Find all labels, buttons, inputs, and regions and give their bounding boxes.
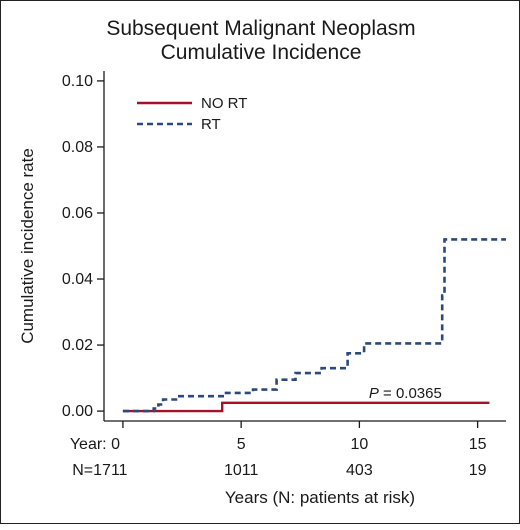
chart-title: Subsequent Malignant Neoplasm Cumulative…: [106, 17, 415, 64]
legend: NO RT RT: [137, 95, 247, 133]
p-value-text: = 0.0365: [379, 385, 442, 402]
series-line-rt: [122, 238, 506, 413]
y-tick-label: 0.02: [62, 337, 93, 354]
p-value-annotation: P = 0.0365: [369, 385, 442, 402]
y-tick-label: 0.00: [62, 403, 93, 420]
y-tick-label: 0.06: [62, 205, 93, 222]
series-line-no-rt: [122, 401, 490, 413]
x-axis-label: Years (N: patients at risk): [225, 488, 415, 507]
x-tick-label: 10: [350, 436, 368, 453]
series-lines: [122, 238, 506, 413]
p-value-symbol: P: [369, 385, 379, 402]
chart-title-line-1: Subsequent Malignant Neoplasm: [106, 17, 415, 40]
y-tick-label: 0.04: [62, 271, 93, 288]
legend-label: NO RT: [201, 95, 247, 112]
at-risk-count: 19: [469, 462, 487, 479]
at-risk-row: N=1711 1011 403 19: [72, 462, 486, 479]
y-axis-label: Cumulative incidence rate: [18, 148, 37, 344]
y-tick-label: 0.10: [62, 73, 93, 90]
axes: [103, 71, 506, 422]
y-axis-ticks: 0.00 0.02 0.04 0.06 0.08 0.10: [62, 73, 104, 420]
chart-title-line-2: Cumulative Incidence: [161, 41, 362, 64]
x-axis-ticks: Year: 0 5 10 15: [70, 421, 487, 453]
at-risk-count: 403: [346, 462, 373, 479]
x-tick-label: Year: 0: [70, 436, 120, 453]
x-tick-label: 5: [237, 436, 246, 453]
y-tick-label: 0.08: [62, 139, 93, 156]
at-risk-count: 1011: [224, 462, 259, 479]
at-risk-count: N=1711: [72, 462, 127, 479]
legend-label: RT: [201, 116, 221, 133]
x-tick-label: 15: [469, 436, 487, 453]
